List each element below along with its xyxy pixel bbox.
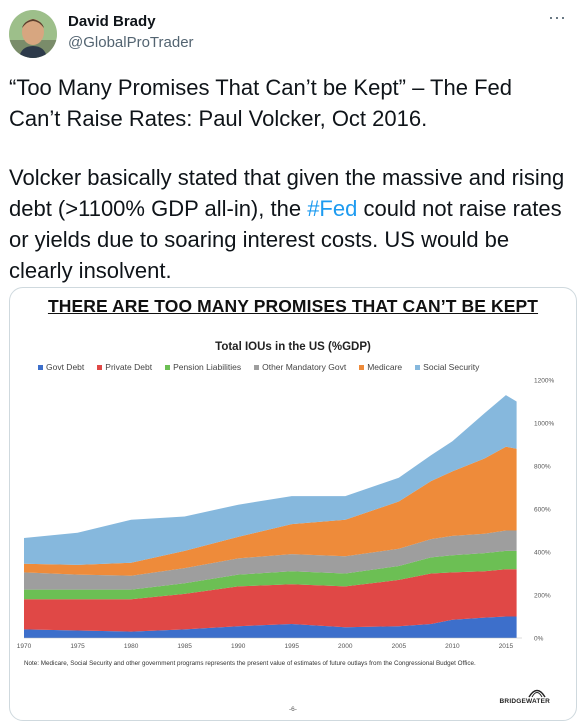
chart-note: Note: Medicare, Social Security and othe… [24, 660, 476, 667]
x-tick-label: 1970 [17, 643, 32, 650]
x-tick-label: 1980 [124, 643, 139, 650]
legend-swatch [254, 364, 260, 370]
page-number: -6- [289, 706, 297, 713]
tweet-text-segment: Volcker basically stated that given the … [9, 165, 565, 221]
x-tick-label: 1995 [285, 643, 300, 650]
y-tick-label: 800% [534, 464, 551, 471]
avatar[interactable] [9, 10, 57, 58]
y-tick-label: 1000% [534, 421, 554, 428]
tweet-paragraph-1: “Too Many Promises That Can’t be Kept” –… [9, 75, 512, 131]
slide-title: THERE ARE TOO MANY PROMISES THAT CAN’T B… [47, 296, 539, 316]
brand-label: BRIDGEWATER [499, 698, 550, 705]
tweet-media-image[interactable]: THERE ARE TOO MANY PROMISES THAT CAN’T B… [9, 287, 577, 721]
y-tick-label: 600% [534, 507, 551, 514]
area-series-social-security [24, 395, 517, 565]
legend-swatch [415, 364, 421, 370]
author-handle[interactable]: @GlobalProTrader [68, 34, 194, 51]
tweet-paragraph-2: Volcker basically stated that given the … [9, 162, 569, 286]
legend-item: Govt Debt [38, 362, 84, 372]
legend-item: Medicare [359, 362, 402, 372]
more-options-icon[interactable]: ··· [548, 7, 566, 27]
legend-label: Medicare [367, 362, 403, 372]
legend-swatch [97, 364, 103, 370]
x-tick-label: 1975 [70, 643, 85, 650]
legend-item: Social Security [415, 362, 479, 372]
legend-swatch [165, 364, 171, 370]
y-tick-label: 1200% [534, 378, 554, 385]
tweet-text: “Too Many Promises That Can’t be Kept” –… [9, 72, 569, 286]
legend-swatch [359, 364, 365, 370]
chart-title: Total IOUs in the US (%GDP) [215, 341, 371, 353]
legend-label: Private Debt [105, 362, 153, 372]
area-series-pension-liabilities [24, 550, 517, 600]
author-block: David Brady @GlobalProTrader [68, 13, 194, 53]
area-series-govt-debt [24, 616, 517, 638]
avatar-image [9, 10, 57, 58]
area-series-private-debt [24, 569, 517, 632]
legend-item: Private Debt [97, 362, 152, 372]
chart-legend: Govt Debt Private Debt Pension Liabilities… [38, 362, 479, 372]
legend-item: Pension Liabilities [165, 362, 241, 372]
x-tick-label: 2005 [392, 643, 407, 650]
y-tick-label: 200% [534, 593, 551, 600]
area-series-other-mandatory-govt [24, 530, 517, 590]
legend-swatch [38, 364, 43, 370]
hashtag-link[interactable]: #Fed [307, 196, 358, 221]
legend-item: Other Mandatory Govt [254, 362, 346, 372]
legend-label: Other Mandatory Govt [262, 362, 347, 372]
y-tick-label: 0% [534, 636, 544, 643]
bridgewater-logo-icon [528, 689, 546, 698]
legend-label: Govt Debt [46, 362, 85, 372]
x-tick-label: 1990 [231, 643, 246, 650]
x-tick-label: 2015 [499, 643, 514, 650]
area-series-medicare [24, 446, 517, 576]
legend-label: Pension Liabilities [173, 362, 242, 372]
x-tick-label: 2000 [338, 643, 353, 650]
stacked-area-chart: 1970 1975 1980 1985 1990 1995 2000 2005 2010 2015… [17, 378, 555, 651]
legend-label: Social Security [423, 362, 480, 372]
x-tick-label: 1985 [177, 643, 192, 650]
tweet-text-segment: could not raise rates or yields due to s… [9, 196, 562, 283]
x-tick-label: 2010 [445, 643, 460, 650]
y-tick-label: 400% [534, 550, 551, 557]
author-name[interactable]: David Brady [68, 13, 156, 30]
